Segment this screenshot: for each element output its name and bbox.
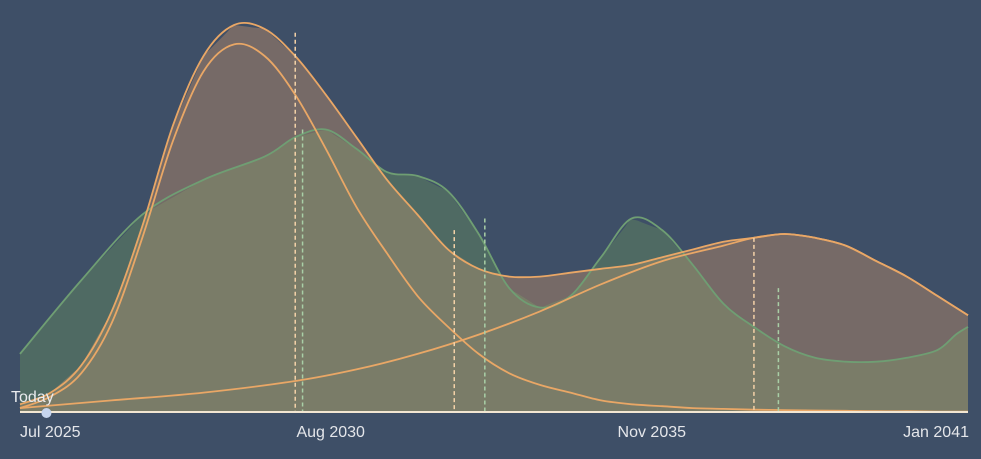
x-tick-label: Jul 2025: [20, 424, 81, 441]
marker-lines: [294, 32, 780, 412]
x-tick-label: Jan 2041: [903, 424, 969, 441]
x-tick-label: Aug 2030: [296, 424, 365, 441]
x-tick-label: Nov 2035: [618, 424, 687, 441]
today-marker[interactable]: [41, 408, 52, 418]
x-axis-ticks: Jul 2025 Aug 2030 Nov 2035 Jan 2041: [20, 424, 969, 441]
series-line-3[interactable]: [19, 42, 969, 413]
series-line-4[interactable]: [19, 233, 969, 409]
overlap-area-fill: [20, 130, 968, 413]
series-areas: [19, 21, 969, 413]
today-label: Today: [11, 389, 54, 406]
